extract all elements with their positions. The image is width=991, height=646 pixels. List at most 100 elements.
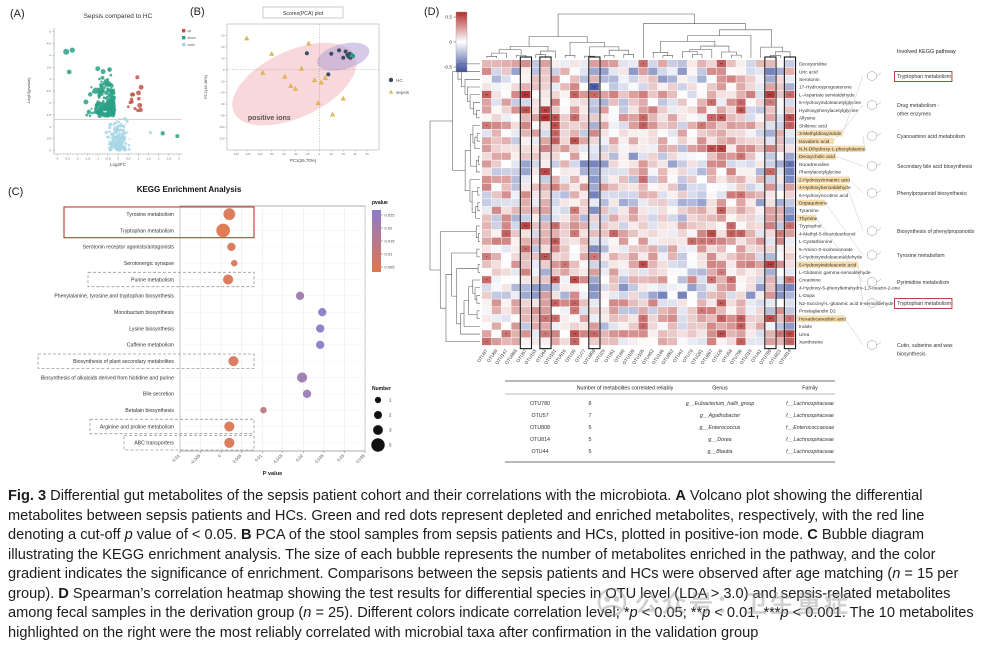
svg-text:-0.5: -0.5 [444,65,453,71]
heatmap-cell [706,121,717,129]
heatmap-cell [775,276,785,284]
svg-text:*: * [574,339,576,344]
svg-text:*: * [593,332,595,337]
heatmap-cell [658,175,668,184]
heatmap-cell [599,121,609,129]
heatmap-cell [628,237,638,245]
heatmap-cell [716,129,726,137]
svg-text:**: ** [769,316,773,321]
heatmap-cell [785,276,795,284]
heatmap-cell [667,307,678,315]
heatmap-cell [599,98,609,106]
heatmap-cell [628,299,638,307]
heatmap-cell [658,253,668,261]
caption-segment: B [241,527,252,543]
heatmap-cell [716,168,726,176]
svg-text:*: * [593,92,595,97]
heatmap-cell [560,90,570,99]
heatmap-cell [716,291,726,299]
heatmap-cell [579,214,590,222]
heatmap-cell [667,98,678,106]
heatmap-cell [775,137,785,145]
red-highlight-box [894,298,953,309]
chemical-structure-icon [867,99,877,111]
heatmap-cell [765,198,775,207]
heatmap-cell [570,129,580,137]
heatmap-cell [726,168,736,176]
svg-text:-120: -120 [219,137,225,141]
heatmap-cell [530,75,541,83]
heatmap-cell [550,160,560,168]
heatmap-cell [491,283,502,292]
heatmap-cell [560,214,570,222]
kegg-item-label: Cutin, suberine and wax [897,343,953,349]
kegg-pathway-label: Tryptophan metabolism [120,228,174,234]
heatmap-cell [540,283,550,292]
heatmap-cell [648,60,658,68]
heatmap-cell [736,330,746,338]
heatmap-cell [765,291,775,299]
boxed-otu-column [539,56,552,350]
svg-text:-60: -60 [282,152,286,156]
heatmap-cell [755,260,766,268]
heatmap-cell [706,206,717,214]
heatmap-cell [540,322,550,330]
svg-text:**: ** [720,208,724,213]
kegg-bubble [227,242,236,251]
heatmap-cell [628,175,638,184]
heatmap-cell [736,83,746,91]
heatmap-cell [765,245,775,253]
heatmap-cell [589,283,599,292]
heatmap-cell [687,206,697,214]
heatmap-cell [609,90,619,99]
heatmap-cell [482,206,492,214]
heatmap-cell [677,98,687,106]
svg-text:0: 0 [117,156,119,160]
heatmap-cell [501,106,511,114]
heatmap-cell [706,129,717,137]
metabolite-label: Indole [799,324,812,330]
heatmap-cell [667,253,678,261]
heatmap-cell [521,283,531,292]
heatmap-cell [697,106,707,114]
heatmap-cell [667,121,678,129]
heatmap-cell [785,191,795,199]
metabolite-label: Creatinine [799,278,821,284]
heatmap-cell [765,160,775,168]
heatmap-cell [648,144,658,153]
heatmap-cell [648,276,658,284]
heatmap-cell [609,337,619,346]
heatmap-cell [570,330,580,338]
heatmap-cell [570,299,580,307]
heatmap-cell [540,106,550,114]
heatmap-cell [726,222,736,230]
svg-text:**: ** [573,332,577,337]
svg-text:**: ** [710,146,714,151]
heatmap-cell [579,114,590,122]
heatmap-cell [579,253,590,261]
heatmap-cell [589,299,599,307]
heatmap-cell [618,330,629,338]
heatmap-cell [589,237,599,245]
heatmap-cell [540,183,550,191]
heatmap-cell [755,291,766,299]
heatmap-cell [550,83,560,91]
table-cell-number: 7 [589,413,592,419]
heatmap-cell [716,144,726,153]
heatmap-cell [589,222,599,230]
heatmap-cell [697,245,707,253]
kegg-pathway-label: Serotonergic synapse [124,261,174,267]
heatmap-cell [599,222,609,230]
heatmap-cell [785,175,795,184]
svg-text:3.5: 3.5 [47,65,52,69]
metabolite-label: Hydroxyphenylacetylglycine [799,108,859,114]
heatmap-cell [521,299,531,307]
dashed-highlight-box [89,418,255,435]
heatmap-cell [765,175,775,184]
heatmap-cell [570,245,580,253]
svg-text:*: * [721,270,723,275]
heatmap-cell [609,253,619,261]
heatmap-cell [658,198,668,207]
heatmap-cell [618,222,629,230]
heatmap-cell [667,198,678,207]
